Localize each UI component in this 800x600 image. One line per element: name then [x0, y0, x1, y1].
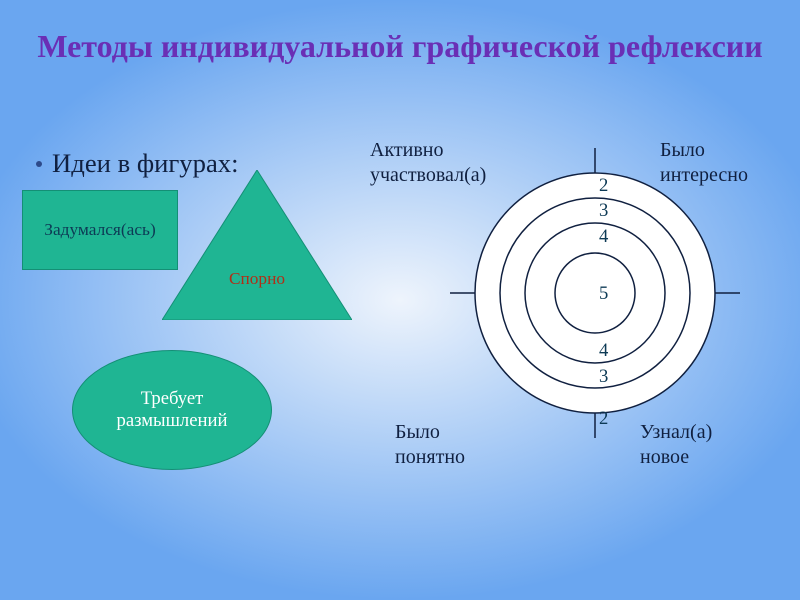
shape-rectangle-label: Задумался(ась): [44, 220, 155, 240]
quadrant-label-bottom_left: Было понятно: [395, 420, 465, 470]
target-ring-number: 4: [599, 226, 608, 248]
target-ring-number: 5: [599, 283, 608, 305]
shape-triangle-label: Спорно: [162, 269, 352, 289]
triangle-icon: [162, 170, 352, 320]
slide-title: Методы индивидуальной графической рефлек…: [0, 28, 800, 65]
shape-triangle: Спорно: [162, 170, 352, 320]
shape-ellipse-label: Требует размышлений: [117, 388, 228, 432]
shape-rectangle: Задумался(ась): [22, 190, 178, 270]
bullet-dot-icon: [36, 161, 42, 167]
quadrant-label-bottom_right: Узнал(а) новое: [640, 420, 712, 470]
quadrant-label-top_right: Было интересно: [660, 138, 748, 188]
shape-ellipse: Требует размышлений: [72, 350, 272, 470]
quadrant-label-top_left: Активно участвовал(а): [370, 138, 486, 188]
target-ring-number: 2: [599, 408, 608, 430]
target-ring-number: 4: [599, 340, 608, 362]
target-ring-number: 2: [599, 175, 608, 197]
target-ring-number: 3: [599, 366, 608, 388]
target-ring-number: 3: [599, 200, 608, 222]
